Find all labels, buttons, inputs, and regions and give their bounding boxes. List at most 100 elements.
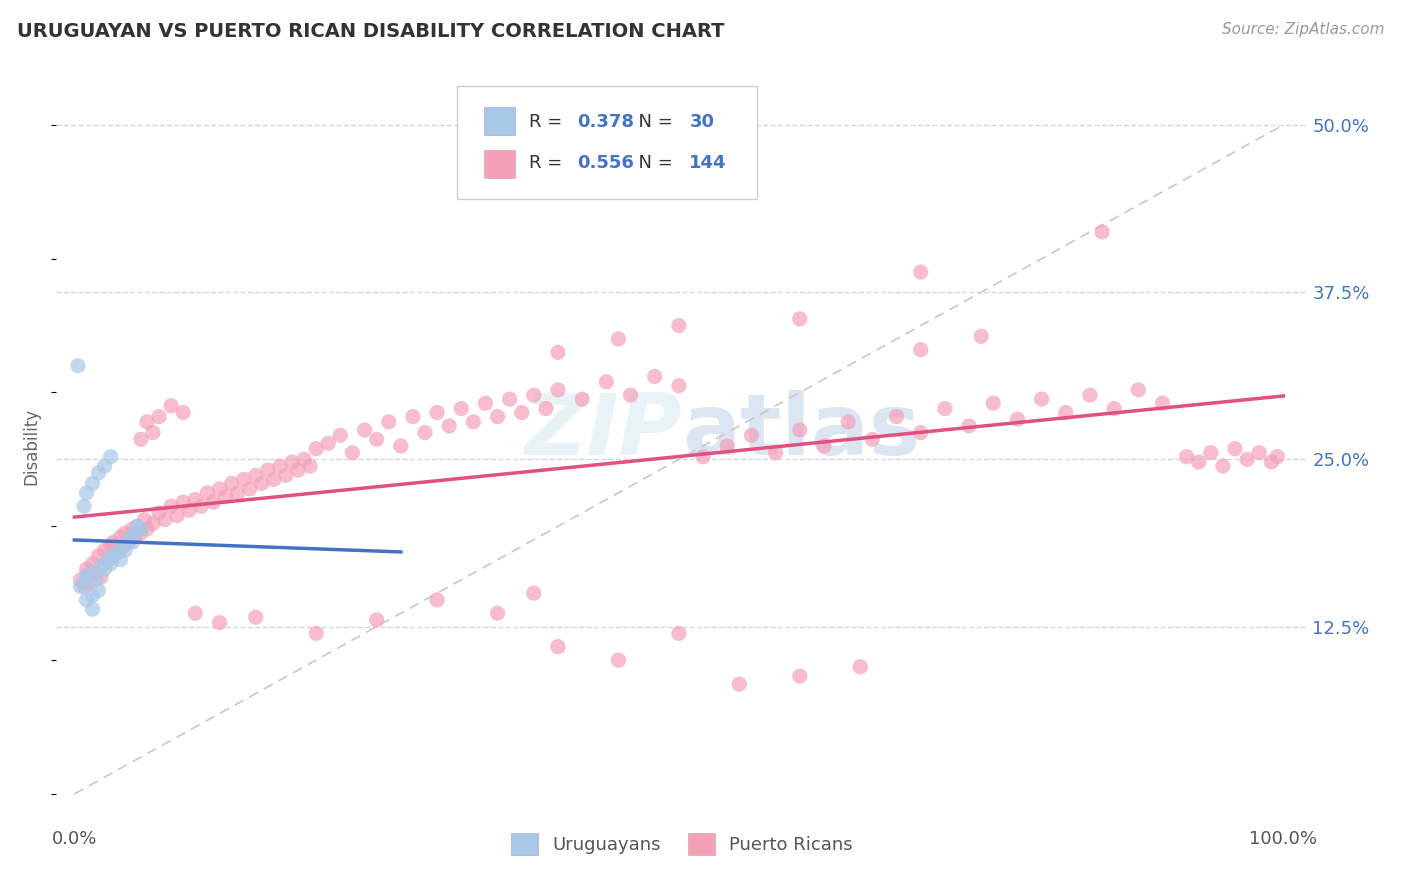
Point (595, 375, 617, 389)
Point (402, 409, 425, 424)
Point (179, 503, 201, 517)
Point (1031, 392, 1053, 407)
Point (305, 626, 328, 640)
Point (329, 428, 352, 442)
Text: 0.378: 0.378 (576, 112, 634, 130)
Point (342, 446, 364, 460)
Point (523, 388, 546, 402)
Point (214, 490, 236, 504)
Point (534, 401, 557, 416)
Point (437, 419, 460, 434)
Point (305, 442, 328, 456)
Point (716, 439, 738, 453)
Point (263, 473, 285, 487)
Point (118, 535, 141, 549)
Point (93, 459, 115, 474)
Point (93, 562, 115, 576)
Point (498, 392, 520, 407)
Point (77, 575, 100, 590)
Point (607, 332, 630, 346)
Point (118, 533, 141, 547)
Point (153, 512, 176, 526)
Point (90, 570, 112, 584)
Point (160, 500, 183, 514)
Legend: Uruguayans, Puerto Ricans: Uruguayans, Puerto Ricans (502, 824, 862, 864)
Point (172, 406, 194, 420)
Point (1152, 396, 1174, 410)
Point (789, 423, 811, 437)
Point (82, 476, 104, 491)
Point (910, 265, 932, 279)
Point (75, 485, 97, 500)
Point (389, 439, 412, 453)
Point (970, 329, 993, 343)
Point (245, 468, 267, 483)
Bar (484, 107, 516, 135)
Point (127, 519, 149, 533)
Point (97, 553, 120, 567)
Point (111, 539, 134, 553)
Point (910, 425, 932, 440)
Point (269, 459, 291, 474)
Point (353, 423, 375, 437)
Point (208, 482, 231, 496)
Point (184, 607, 207, 621)
Point (250, 476, 273, 491)
Point (195, 485, 218, 500)
Point (1249, 446, 1271, 460)
Point (510, 406, 533, 420)
Point (668, 626, 690, 640)
Point (166, 508, 188, 523)
Point (148, 409, 170, 424)
Point (486, 607, 509, 621)
Point (127, 519, 149, 533)
Point (607, 653, 630, 667)
Point (910, 343, 932, 357)
Text: 30: 30 (689, 112, 714, 130)
Point (110, 530, 132, 544)
Point (1267, 450, 1289, 464)
Point (256, 463, 278, 477)
Point (547, 640, 569, 654)
Point (316, 436, 339, 450)
Text: ZIP: ZIP (524, 390, 682, 473)
Point (124, 530, 146, 544)
Point (82, 557, 104, 571)
Point (692, 450, 714, 464)
Point (1054, 406, 1077, 420)
Point (69, 573, 91, 587)
Point (87, 549, 110, 563)
Point (75, 562, 97, 576)
Point (789, 312, 811, 326)
Point (84, 573, 107, 587)
Point (66, 359, 89, 373)
Point (413, 425, 436, 440)
Point (82, 602, 104, 616)
Point (190, 500, 212, 514)
Point (1102, 401, 1125, 416)
Point (1212, 459, 1234, 474)
Text: 144: 144 (689, 153, 727, 172)
Point (129, 522, 152, 536)
Point (957, 419, 980, 434)
Point (1175, 450, 1198, 464)
Point (523, 586, 546, 600)
Point (226, 485, 249, 500)
Point (849, 660, 872, 674)
Y-axis label: Disability: Disability (22, 408, 41, 484)
Point (202, 495, 225, 509)
Point (148, 506, 170, 520)
Point (765, 446, 787, 460)
Point (1091, 225, 1114, 239)
Point (73, 575, 96, 590)
Point (135, 415, 157, 429)
Point (740, 428, 762, 442)
Point (239, 482, 262, 496)
Point (1199, 446, 1222, 460)
Point (245, 610, 267, 624)
Point (114, 543, 136, 558)
Point (184, 492, 207, 507)
Point (547, 345, 569, 359)
Point (281, 455, 304, 469)
Point (463, 415, 485, 429)
